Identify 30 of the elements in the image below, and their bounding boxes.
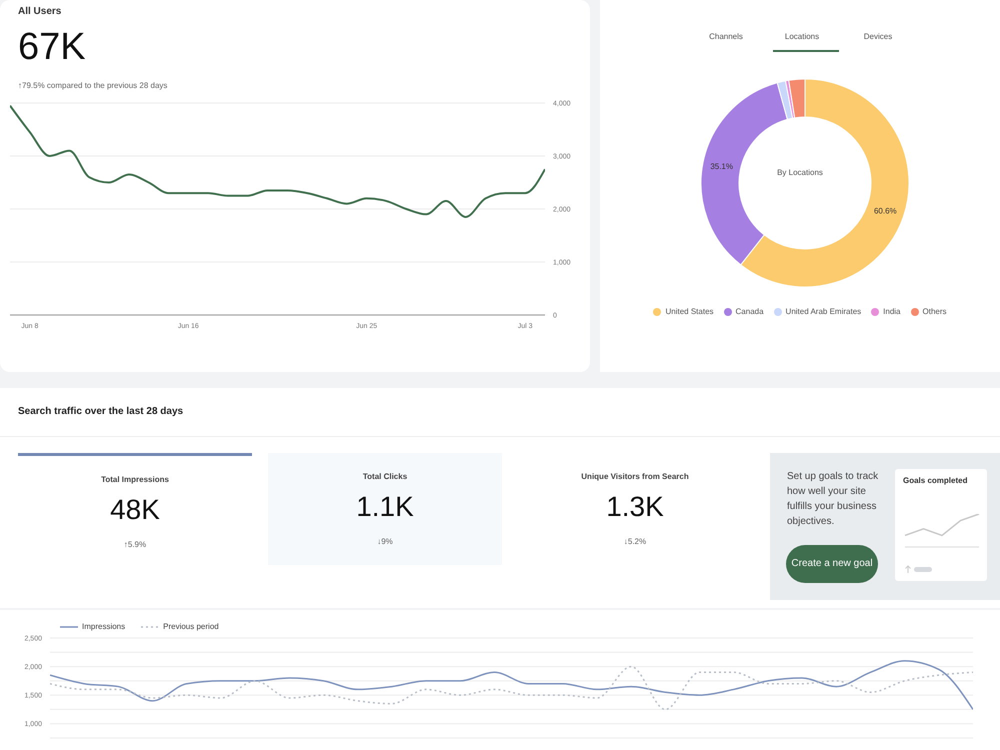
text: 48K <box>109 494 161 526</box>
text: ↑5.9% <box>122 540 148 549</box>
legend-label: United Arab Emirates <box>786 307 862 316</box>
chart-subtitle: 67K <box>18 26 86 69</box>
data-label: 60.6% <box>874 206 897 216</box>
text: Create a new goal <box>786 545 878 583</box>
chart-title: All Users <box>18 6 62 17</box>
legend-label: India <box>883 307 900 316</box>
legend-label: United States <box>665 307 714 316</box>
text: Devices <box>862 32 894 41</box>
text: 1.1K <box>355 491 415 523</box>
text: By Locations <box>776 167 824 179</box>
text: Set up goals to track how well your site fulfills your business objectives. <box>787 470 880 529</box>
text: 1.3K <box>605 491 665 523</box>
legend-label: Others <box>922 307 947 316</box>
text: Unique Visitors from Search <box>580 472 690 481</box>
text: Total Impressions <box>100 475 170 484</box>
text: Locations <box>784 32 820 41</box>
text: Total Clicks <box>362 472 408 481</box>
text: Search traffic over the last 28 days <box>18 406 184 417</box>
legend-label: Previous period <box>163 622 219 631</box>
text: ↓9% <box>376 537 394 546</box>
text: Channels <box>708 32 744 41</box>
legend-label: Canada <box>736 307 764 316</box>
chart-title: Goals completed <box>903 476 968 485</box>
text: ↓5.2% <box>622 537 648 546</box>
data-label: 35.1% <box>710 162 734 171</box>
legend-label: Impressions <box>82 622 126 631</box>
line-series <box>10 104 545 218</box>
text: ↑79.5% compared to the previous 28 days <box>18 81 168 90</box>
